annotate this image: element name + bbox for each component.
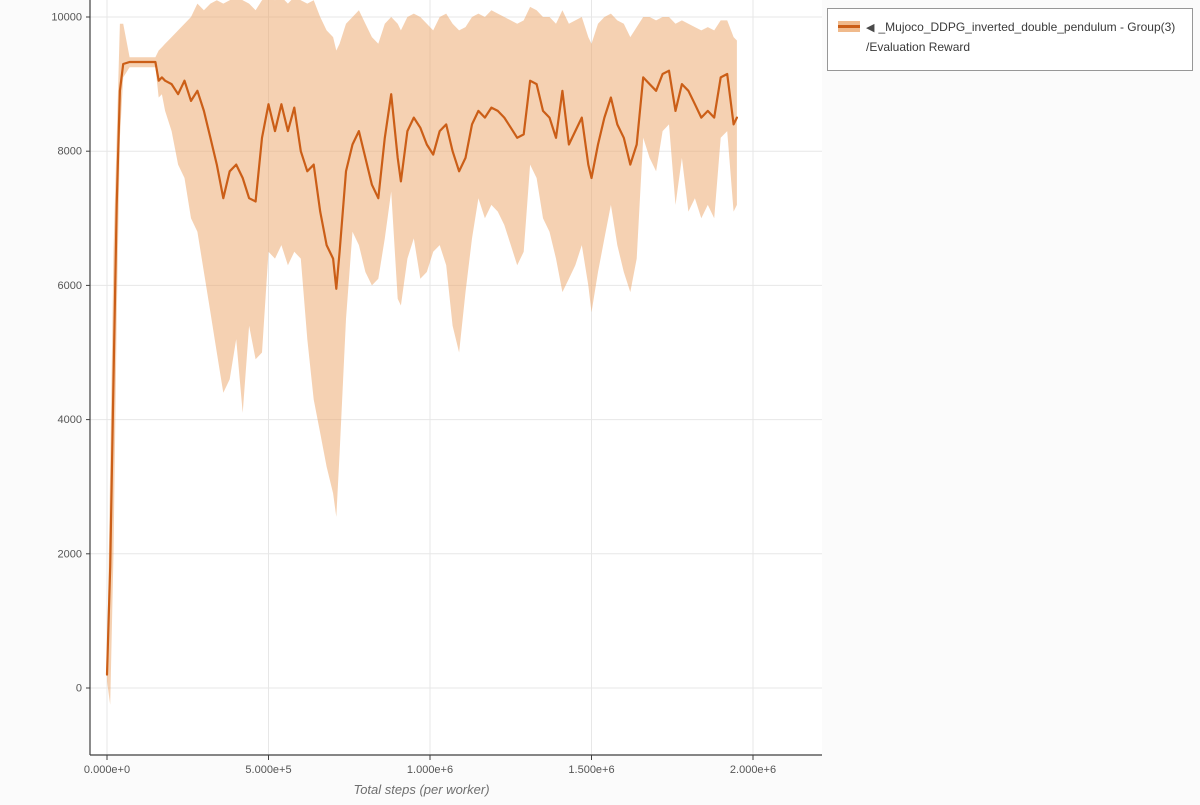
svg-text:1.000e+6: 1.000e+6 (407, 764, 453, 776)
chart-plot-area[interactable]: 0 2000 4000 6000 8000 10000 0.000e+0 5.000e+5 1.… (0, 0, 830, 800)
svg-text:5.000e+5: 5.000e+5 (245, 764, 291, 776)
svg-text:0.000e+0: 0.000e+0 (84, 764, 130, 776)
svg-text:6000: 6000 (58, 280, 82, 292)
legend-item[interactable]: ◀ _Mujoco_DDPG_inverted_double_pendulum -… (838, 18, 1182, 58)
svg-text:2000: 2000 (58, 548, 82, 560)
chart: 0 2000 4000 6000 8000 10000 0.000e+0 5.000e+5 1.… (0, 0, 830, 800)
svg-text:4000: 4000 (58, 414, 82, 426)
svg-text:2.000e+6: 2.000e+6 (730, 764, 776, 776)
legend-series-label: _Mujoco_DDPG_inverted_double_pendulum - … (878, 20, 1176, 34)
legend-collapse-icon[interactable]: ◀ (866, 22, 875, 34)
legend-metric-label: /Evaluation Reward (866, 39, 971, 54)
x-axis-label: Total steps (per worker) (353, 782, 490, 797)
series-swatch-icon (838, 20, 860, 36)
svg-text:1.500e+6: 1.500e+6 (568, 764, 614, 776)
svg-text:8000: 8000 (58, 146, 82, 158)
svg-text:10000: 10000 (51, 12, 82, 24)
svg-text:0: 0 (76, 683, 82, 695)
legend[interactable]: ◀ _Mujoco_DDPG_inverted_double_pendulum -… (827, 8, 1193, 71)
